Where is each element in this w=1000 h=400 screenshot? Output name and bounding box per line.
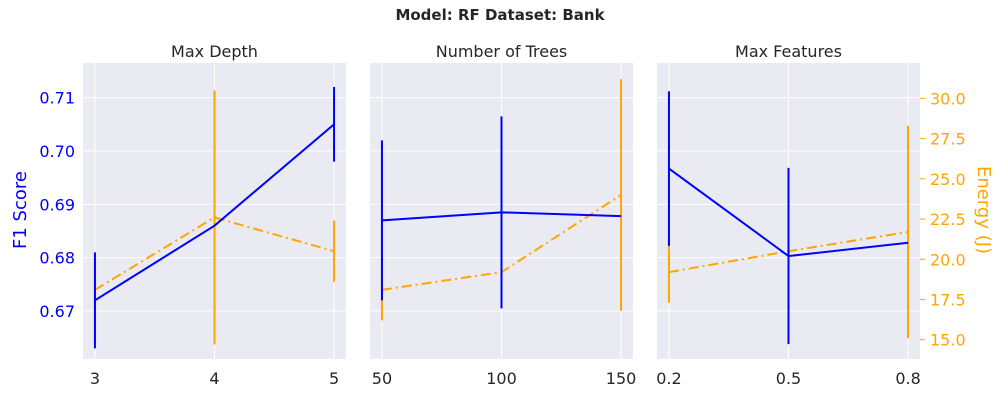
- y-tick-label-f1: 0.68: [39, 249, 75, 268]
- f1-series-line: [94, 123, 335, 302]
- y-tick-label-energy: 20.0: [930, 250, 966, 269]
- x-tick-label: 150: [606, 369, 637, 388]
- x-tick-label: 4: [209, 369, 219, 388]
- f1-series-line: [668, 167, 909, 258]
- y-tick-label-f1: 0.67: [39, 302, 75, 321]
- y-axis-label-energy: Energy (J): [973, 166, 994, 254]
- y-tick-label-energy: 30.0: [930, 89, 966, 108]
- x-tick-label: 3: [90, 369, 100, 388]
- panel-2: Number of Trees 50 100 150: [370, 42, 636, 388]
- y-tick-label-f1: 0.69: [39, 195, 75, 214]
- x-tick-label: 0.5: [776, 369, 801, 388]
- panel-title: Number of Trees: [436, 42, 568, 61]
- x-tick-label: 0.8: [895, 369, 920, 388]
- x-tick-label: 100: [486, 369, 517, 388]
- y-tick-label-energy: 22.5: [930, 210, 966, 229]
- f1-series-line: [381, 211, 622, 222]
- y-tick-label-f1: 0.71: [39, 89, 75, 108]
- chart-suptitle: Model: RF Dataset: Bank: [395, 6, 605, 24]
- panel-title: Max Features: [735, 42, 842, 61]
- y-axis-label-f1: F1 Score: [10, 171, 31, 249]
- panel-1: Max Depth 3 4 5 0.67 0.68 0.69 0.70 0.71: [39, 42, 346, 388]
- y-tick-label-energy: 27.5: [930, 130, 966, 149]
- energy-series-line: [94, 216, 335, 291]
- x-tick-label: 5: [329, 369, 339, 388]
- y-tick-label-f1: 0.70: [39, 142, 75, 161]
- panels: Max Depth 3 4 5 0.67 0.68 0.69 0.70 0.71 Number o…: [39, 42, 965, 388]
- y-tick-label-energy: 25.0: [930, 170, 966, 189]
- x-tick-label: 0.2: [656, 369, 681, 388]
- y-tick-label-energy: 15.0: [930, 331, 966, 350]
- y-tick-label-energy: 17.5: [930, 290, 966, 309]
- panel-title: Max Depth: [171, 42, 258, 61]
- panel-3: Max Features 0.2 0.5 0.8 15.0 17.5 20.0 22.5 25.…: [656, 42, 965, 388]
- x-tick-label: 50: [372, 369, 392, 388]
